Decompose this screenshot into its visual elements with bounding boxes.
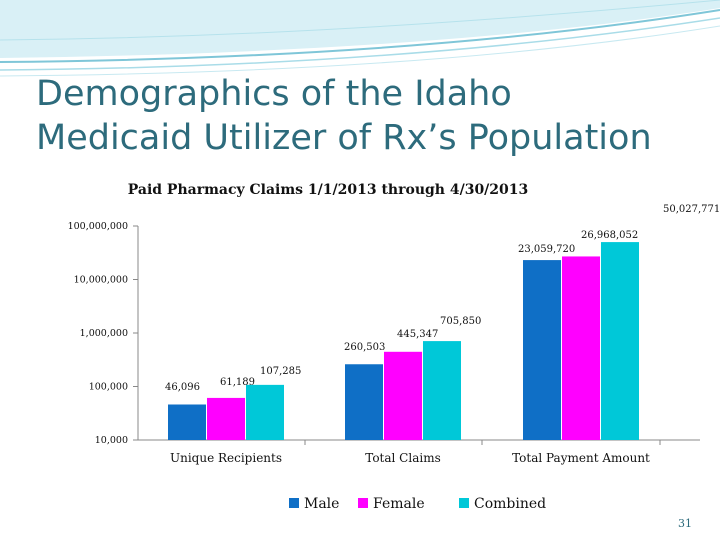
data-label: 26,968,052	[581, 230, 638, 241]
data-label: 705,850	[440, 316, 481, 327]
legend-swatch-female	[358, 498, 368, 508]
bar-male-3	[523, 260, 561, 440]
data-label: 23,059,720	[518, 244, 575, 255]
legend-label-male: Male	[304, 496, 339, 512]
y-tick-label: 100,000	[89, 382, 128, 393]
x-category-label: Unique Recipients	[170, 451, 282, 465]
legend-swatch-combined	[459, 498, 469, 508]
slide-title-line-2: Medicaid Utilizer of Rx’s Population	[36, 118, 652, 158]
y-tick-label: 1,000,000	[80, 328, 128, 339]
x-category-label: Total Claims	[365, 451, 440, 465]
legend-label-female: Female	[373, 496, 425, 512]
legend-swatch-male	[289, 498, 299, 508]
bar-female-3	[562, 256, 600, 440]
header-wave-decoration	[0, 0, 720, 77]
legend-label-combined: Combined	[474, 496, 546, 512]
slide-title: Demographics of the Idaho Medicaid Utili…	[36, 72, 716, 160]
bar-female-1	[207, 397, 245, 440]
bar-combined-2	[423, 341, 461, 440]
data-label: 260,503	[344, 342, 385, 353]
bar-female-2	[384, 351, 422, 440]
y-tick-label: 10,000,000	[74, 275, 128, 286]
x-category-label: Total Payment Amount	[512, 451, 650, 465]
data-label: 46,096	[165, 382, 200, 393]
bar-male-2	[345, 364, 383, 440]
bar-combined-3	[601, 242, 639, 440]
data-label: 50,027,771	[663, 204, 720, 215]
data-label: 445,347	[397, 329, 438, 340]
data-label: 61,189	[220, 377, 255, 388]
y-tick-label: 100,000,000	[68, 221, 128, 232]
y-tick-label: 10,000	[95, 435, 128, 446]
bar-combined-1	[246, 384, 284, 440]
slide-title-line-1: Demographics of the Idaho	[36, 74, 512, 114]
bar-male-1	[168, 404, 206, 440]
page-number: 31	[678, 517, 692, 530]
chart-title: Paid Pharmacy Claims 1/1/2013 through 4/…	[128, 182, 529, 198]
data-label: 107,285	[260, 366, 301, 377]
